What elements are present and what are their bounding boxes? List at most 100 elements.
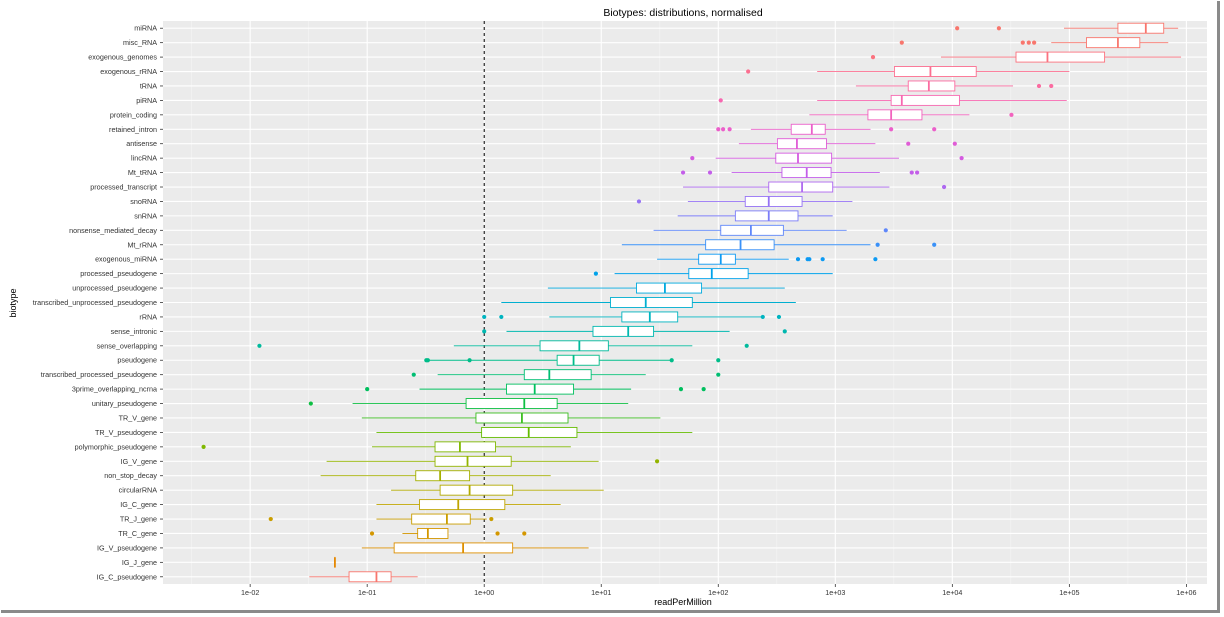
outlier-point bbox=[669, 358, 674, 363]
y-tick-label: Mt_tRNA bbox=[128, 168, 157, 177]
outlier-point bbox=[760, 314, 765, 320]
boxes-layer bbox=[201, 22, 1182, 583]
box-iqr bbox=[348, 571, 392, 583]
chart-title: Biotypes: distributions, normalised bbox=[603, 7, 762, 19]
outlier-point bbox=[308, 401, 313, 406]
outlier-point bbox=[680, 170, 686, 175]
x-tick-label: 1e+04 bbox=[942, 588, 962, 597]
outlier-point bbox=[941, 184, 947, 190]
box-circularRNA bbox=[391, 484, 604, 496]
x-tick-label: 1e+02 bbox=[708, 588, 728, 597]
y-tick-label: rRNA bbox=[139, 312, 157, 321]
box-iqr bbox=[720, 224, 784, 236]
outlier-point bbox=[883, 228, 888, 233]
y-tick-label: sense_overlapping bbox=[97, 341, 157, 350]
y-tick-label: processed_pseudogene bbox=[80, 269, 157, 278]
y-tick-label: IG_C_pseudogene bbox=[97, 572, 157, 581]
box-iqr bbox=[907, 80, 956, 92]
box-transcribed_processed_pseudogene bbox=[411, 369, 721, 381]
outlier-point bbox=[820, 257, 825, 262]
box-TR_V_gene bbox=[361, 412, 661, 424]
outlier-point bbox=[716, 372, 721, 377]
box-iqr bbox=[592, 325, 655, 337]
box-iqr bbox=[610, 297, 693, 308]
y-tick-label: misc_RNA bbox=[123, 38, 157, 47]
y-tick-label: transcribed_processed_pseudogene bbox=[41, 370, 157, 379]
outlier-point bbox=[746, 69, 751, 74]
box-3prime_overlapping_ncrna bbox=[365, 383, 706, 395]
y-tick-label: antisense bbox=[126, 139, 157, 148]
box-iqr bbox=[776, 138, 827, 150]
outlier-point bbox=[932, 242, 937, 247]
outlier-point bbox=[1049, 83, 1054, 89]
box-unprocessed_pseudogene bbox=[547, 282, 785, 294]
y-tick-label: 3prime_overlapping_ncrna bbox=[72, 385, 157, 394]
y-tick-label: non_stop_decay bbox=[104, 471, 157, 480]
outlier-point bbox=[716, 358, 721, 363]
outlier-point bbox=[257, 343, 262, 348]
box-iqr bbox=[636, 282, 703, 294]
x-tick-label: 1e+01 bbox=[591, 588, 611, 597]
box-polymorphic_pseudogene bbox=[201, 441, 571, 453]
box-iqr bbox=[415, 470, 471, 482]
outlier-point bbox=[369, 531, 375, 536]
box-iqr bbox=[393, 542, 514, 554]
outlier-point bbox=[499, 314, 504, 320]
box-iqr bbox=[411, 513, 471, 525]
box-transcribed_unprocessed_pseudogene bbox=[501, 297, 796, 308]
box-antisense bbox=[738, 138, 957, 150]
box-exogenous_genomes bbox=[870, 51, 1182, 63]
box-iqr bbox=[790, 123, 826, 135]
y-tick-label: TR_V_gene bbox=[119, 413, 157, 422]
x-tick-label: 1e-01 bbox=[358, 588, 376, 597]
x-tick-label: 1e-02 bbox=[241, 588, 259, 597]
box-pseudogene bbox=[424, 354, 721, 366]
box-iqr bbox=[1015, 51, 1106, 63]
box-misc_RNA bbox=[899, 37, 1169, 49]
outlier-point bbox=[467, 358, 472, 363]
outlier-point bbox=[495, 531, 500, 536]
y-tick-label: IG_V_pseudogene bbox=[97, 543, 157, 552]
outlier-point bbox=[932, 127, 937, 132]
box-Mt_rRNA bbox=[621, 239, 937, 251]
box-iqr bbox=[893, 66, 977, 77]
box-nonsense_mediated_decay bbox=[653, 224, 888, 236]
outlier-point bbox=[654, 459, 660, 464]
y-tick-label: sense_intronic bbox=[111, 327, 158, 336]
box-IG_C_gene bbox=[376, 499, 561, 511]
x-tick-label: 1e+05 bbox=[1059, 588, 1079, 597]
outlier-point bbox=[636, 199, 642, 204]
box-iqr bbox=[417, 528, 449, 539]
outlier-point bbox=[522, 531, 527, 536]
y-tick-label: IG_C_gene bbox=[120, 500, 157, 509]
outlier-point bbox=[678, 387, 684, 392]
box-iqr bbox=[775, 152, 833, 164]
outlier-point bbox=[909, 170, 914, 175]
box-retained_intron bbox=[716, 123, 937, 135]
outlier-point bbox=[268, 516, 273, 522]
x-tick-label: 1e+00 bbox=[474, 588, 494, 597]
box-miRNA bbox=[955, 22, 1179, 34]
box-snoRNA bbox=[636, 195, 853, 207]
box-iqr bbox=[867, 109, 923, 121]
outlier-point bbox=[411, 372, 416, 377]
box-exogenous_rRNA bbox=[746, 66, 1070, 77]
y-tick-label: unitary_pseudogene bbox=[92, 399, 157, 408]
box-iqr bbox=[768, 181, 834, 193]
box-iqr bbox=[1086, 37, 1141, 49]
outlier-point bbox=[906, 141, 911, 146]
y-tick-label: transcribed_unprocessed_pseudogene bbox=[33, 298, 157, 307]
y-tick-labels: miRNA misc_RNA exogenous_genomes exogenous_… bbox=[33, 24, 163, 581]
box-iqr bbox=[698, 253, 736, 265]
box-iqr bbox=[539, 340, 609, 352]
outlier-point bbox=[915, 170, 920, 175]
y-tick-label: polymorphic_pseudogene bbox=[75, 442, 157, 451]
box-iqr bbox=[556, 354, 600, 366]
box-TR_C_gene bbox=[369, 528, 527, 539]
box-iqr bbox=[1117, 22, 1165, 34]
y-tick-label: unprocessed_pseudogene bbox=[72, 284, 157, 293]
outlier-point bbox=[959, 156, 964, 161]
outlier-point bbox=[875, 242, 880, 247]
